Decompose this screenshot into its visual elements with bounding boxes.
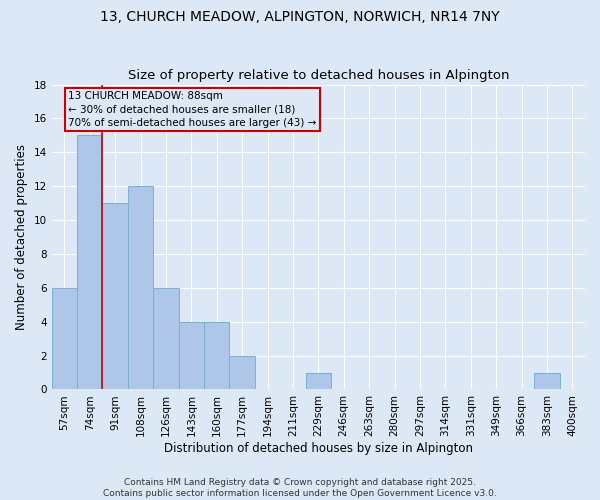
Bar [52, 288, 77, 390]
Bar [128, 186, 153, 390]
X-axis label: Distribution of detached houses by size in Alpington: Distribution of detached houses by size … [164, 442, 473, 455]
Bar [305, 372, 331, 390]
Bar [103, 203, 128, 390]
Bar [229, 356, 255, 390]
Text: 13 CHURCH MEADOW: 88sqm
← 30% of detached houses are smaller (18)
70% of semi-de: 13 CHURCH MEADOW: 88sqm ← 30% of detache… [68, 92, 317, 128]
Bar [534, 372, 560, 390]
Title: Size of property relative to detached houses in Alpington: Size of property relative to detached ho… [128, 69, 509, 82]
Bar [179, 322, 204, 390]
Bar [153, 288, 179, 390]
Text: Contains HM Land Registry data © Crown copyright and database right 2025.
Contai: Contains HM Land Registry data © Crown c… [103, 478, 497, 498]
Bar [204, 322, 229, 390]
Bar [77, 136, 103, 390]
Y-axis label: Number of detached properties: Number of detached properties [15, 144, 28, 330]
Text: 13, CHURCH MEADOW, ALPINGTON, NORWICH, NR14 7NY: 13, CHURCH MEADOW, ALPINGTON, NORWICH, N… [100, 10, 500, 24]
